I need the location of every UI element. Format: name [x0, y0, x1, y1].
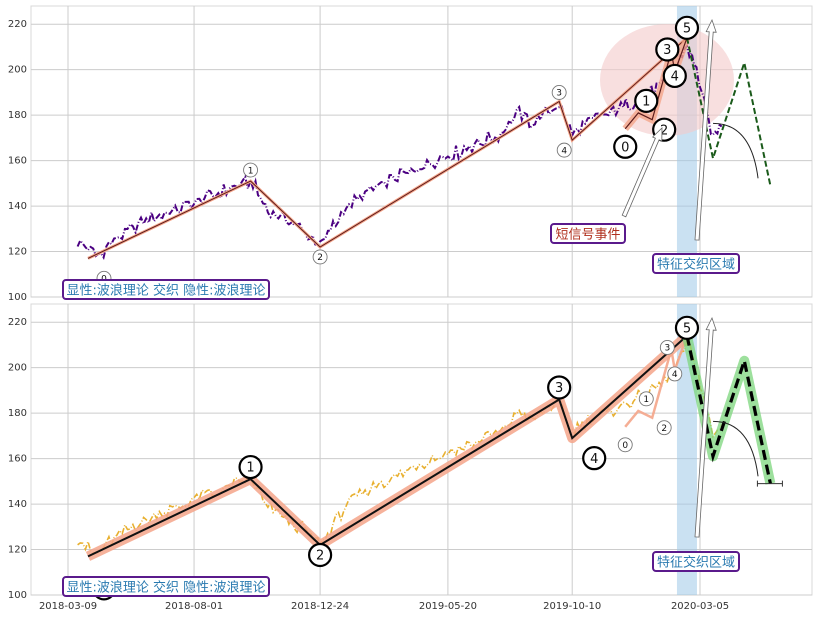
bottom-ytick-label: 140: [8, 499, 27, 510]
top-short-signal-label: 短信号事件: [555, 228, 620, 243]
top-subwave-point-0-label: 0: [621, 140, 629, 155]
bottom-projection-arc: [713, 420, 759, 477]
top-legend-label: 显性:波浪理论 交织 隐性:波浪理论: [66, 283, 265, 299]
top-ytick-label: 120: [8, 247, 27, 258]
top-subwave-point-1-marker: [634, 88, 659, 113]
bottom-wave-point-5-marker: [674, 315, 700, 340]
bottom-wave-point-4-label: 4: [590, 452, 598, 467]
xtick-label: 2018-03-09: [39, 601, 97, 612]
bottom-feature-zone-arrow: [694, 316, 717, 538]
bottom-subwave-point-0-label: 0: [622, 441, 628, 451]
xtick-label: 2018-08-01: [165, 601, 223, 612]
top-wave-point-5-label: 5: [683, 22, 691, 37]
top-subwave-point-3-label: 3: [663, 43, 671, 58]
bottom-legend-label-box: [62, 576, 270, 597]
top-wave-point-2-label: 2: [317, 253, 323, 263]
bottom-projection: [685, 335, 772, 484]
top-wave-point-4-label: 4: [561, 146, 567, 156]
bottom-ytick-label: 180: [8, 408, 27, 419]
top-subwave-point-2-label: 2: [660, 123, 668, 138]
xtick-label: 2019-10-10: [543, 601, 601, 612]
bottom-subwave-line: [624, 335, 689, 428]
bottom-ytick-label: 220: [8, 317, 27, 328]
bottom-subwave-point-4-marker: [667, 366, 683, 382]
top-subwave-point-0-marker: [613, 134, 638, 159]
bottom-wave-point-2-marker: [308, 542, 333, 568]
top-ytick-label: 180: [8, 110, 27, 121]
top-wave-point-4-marker: [556, 142, 572, 158]
top-wave-point-3-label: 3: [556, 89, 562, 99]
bottom-subwave-point-0-marker: [617, 437, 633, 453]
top-price-series: [76, 44, 723, 261]
bottom-ytick-label: 200: [8, 363, 27, 374]
bottom-feature-zone-label: 特征交织区域: [657, 555, 735, 571]
bottom-subwave-point-2-label: 2: [661, 424, 667, 434]
top-subwave-point-1-label: 1: [642, 95, 650, 110]
top-short-signal-arrow: [621, 127, 663, 218]
bottom-wave-point-3-label: 3: [555, 381, 563, 396]
top-ytick-label: 100: [8, 292, 27, 303]
bottom-subwave-point-1-marker: [638, 391, 654, 407]
xtick-label: 2018-12-24: [291, 601, 349, 612]
bottom-wave-point-1-label: 1: [246, 461, 254, 476]
top-ytick-label: 140: [8, 201, 27, 212]
top-wave-point-2-marker: [312, 249, 328, 265]
bottom-subwave-point-1-label: 1: [643, 395, 649, 405]
bottom-ytick-label: 120: [8, 545, 27, 556]
top-short-signal-label-box: [550, 223, 626, 244]
top-ytick-label: 220: [8, 19, 27, 30]
top-wave-line: [87, 37, 688, 259]
top-subwave-point-4-label: 4: [671, 70, 679, 85]
top-subwave-point-4-marker: [662, 63, 687, 89]
bottom-ytick-label: 160: [8, 454, 27, 465]
bottom-feature-zone-label-box: [652, 551, 740, 572]
bottom-wave-point-5-label: 5: [683, 322, 691, 337]
bottom-subwave-point-2-marker: [656, 420, 672, 436]
top-legend-label-box: [62, 279, 270, 300]
xtick-label: 2019-05-20: [419, 601, 477, 612]
bottom-ytick-label: 100: [8, 590, 27, 601]
xtick-label: 2020-03-05: [671, 601, 729, 612]
top-feature-zone-label-box: [652, 253, 740, 274]
top-wave-point-3-marker: [551, 85, 567, 100]
bottom-subwave-point-3-label: 3: [664, 344, 670, 354]
top-subwave-point-3-marker: [655, 37, 680, 62]
bottom-projection-bracket: [756, 480, 783, 487]
bottom-wave-point-1-marker: [238, 454, 263, 480]
top-wave-point-5-marker: [674, 15, 700, 40]
top-ytick-label: 200: [8, 65, 27, 76]
top-feature-zone-arrow: [694, 18, 717, 241]
bottom-subwave-point-4-label: 4: [672, 370, 678, 380]
bottom-wave-point-2-label: 2: [316, 549, 324, 564]
bottom-subwave-point-3-marker: [659, 340, 675, 355]
bottom-wave-line: [87, 335, 688, 558]
bottom-wave-point-4-marker: [582, 446, 607, 471]
top-wave-point-1-label: 1: [248, 166, 254, 176]
top-ytick-label: 160: [8, 156, 27, 167]
top-projection-arc: [713, 122, 759, 179]
top-wave-point-1-marker: [243, 162, 259, 178]
top-projection: [686, 37, 772, 186]
bottom-legend-label: 显性:波浪理论 交织 隐性:波浪理论: [66, 580, 265, 596]
top-feature-zone-label: 特征交织区域: [657, 257, 735, 273]
bottom-wave-point-3-marker: [547, 375, 572, 400]
